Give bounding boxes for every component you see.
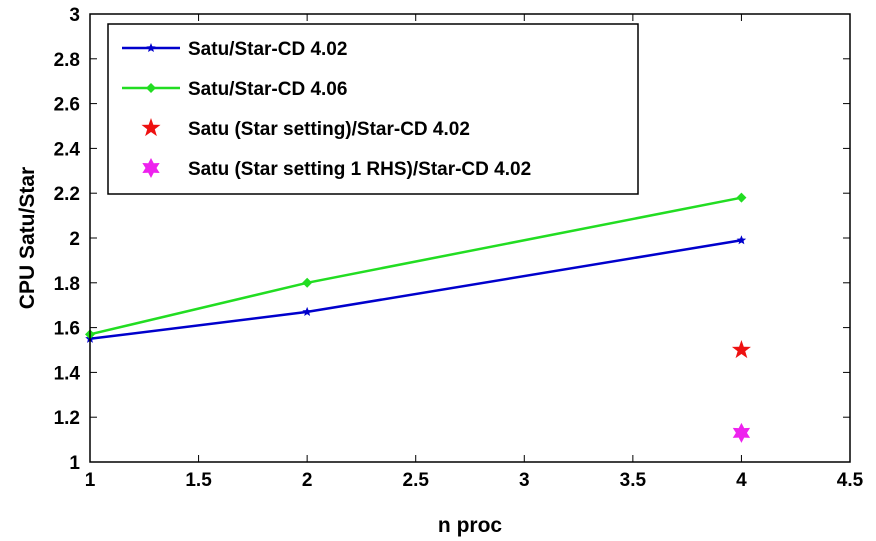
y-tick-label: 1 xyxy=(69,453,80,474)
legend-label: Satu (Star setting)/Star-CD 4.02 xyxy=(188,119,470,140)
legend-label: Satu/Star-CD 4.02 xyxy=(188,39,347,60)
legend-marker xyxy=(141,118,161,137)
y-tick-label: 3 xyxy=(69,5,80,26)
y-tick-label: 1.6 xyxy=(54,319,80,340)
y-tick-label: 2.2 xyxy=(54,184,80,205)
y-tick-label: 2.8 xyxy=(54,50,80,71)
y-axis-label: CPU Satu/Star xyxy=(16,167,39,309)
data-point xyxy=(736,235,747,245)
data-point xyxy=(732,422,751,443)
series-2 xyxy=(85,192,747,340)
legend-label: Satu (Star setting 1 RHS)/Star-CD 4.02 xyxy=(188,159,531,180)
data-point xyxy=(731,340,751,359)
x-tick-label: 3.5 xyxy=(620,470,647,491)
y-axis: 1 1.2 1.4 1.6 1.8 2 2.2 2.4 2.6 2.8 3 xyxy=(54,5,850,474)
legend-entry: Satu (Star setting)/Star-CD 4.02 xyxy=(141,118,470,140)
y-tick-label: 1.2 xyxy=(54,408,80,429)
x-axis-label: n proc xyxy=(438,514,502,537)
data-point xyxy=(736,192,747,203)
x-tick-label: 4 xyxy=(736,470,747,491)
legend: Satu/Star-CD 4.02 Satu/Star-CD 4.06 Satu (… xyxy=(107,23,639,195)
x-tick-label: 4.5 xyxy=(837,470,864,491)
y-tick-label: 2.6 xyxy=(54,95,80,116)
plot-frame xyxy=(89,13,851,463)
series-3 xyxy=(731,340,751,359)
y-tick-label: 2.4 xyxy=(54,139,81,160)
x-tick-label: 3 xyxy=(519,470,530,491)
y-tick-label: 1.4 xyxy=(54,363,81,384)
legend-entry: Satu (Star setting 1 RHS)/Star-CD 4.02 xyxy=(142,158,531,180)
series-4 xyxy=(732,422,751,443)
y-tick-label: 2 xyxy=(69,229,80,250)
x-tick-label: 1 xyxy=(85,470,96,491)
legend-entry: Satu/Star-CD 4.02 xyxy=(122,39,347,60)
series-layer xyxy=(85,192,751,443)
x-axis: 1 1.5 2 2.5 3 3.5 4 4.5 xyxy=(85,14,864,491)
legend-marker xyxy=(146,43,156,53)
legend-marker xyxy=(142,158,160,178)
x-tick-label: 2.5 xyxy=(403,470,430,491)
legend-marker xyxy=(146,83,156,93)
legend-label: Satu/Star-CD 4.06 xyxy=(188,79,347,100)
x-tick-label: 2 xyxy=(302,470,313,491)
data-point xyxy=(302,277,313,288)
legend-box xyxy=(107,23,639,195)
y-tick-label: 1.8 xyxy=(54,274,80,295)
legend-entry: Satu/Star-CD 4.06 xyxy=(122,79,347,100)
data-point xyxy=(302,306,312,316)
x-tick-label: 1.5 xyxy=(185,470,212,491)
